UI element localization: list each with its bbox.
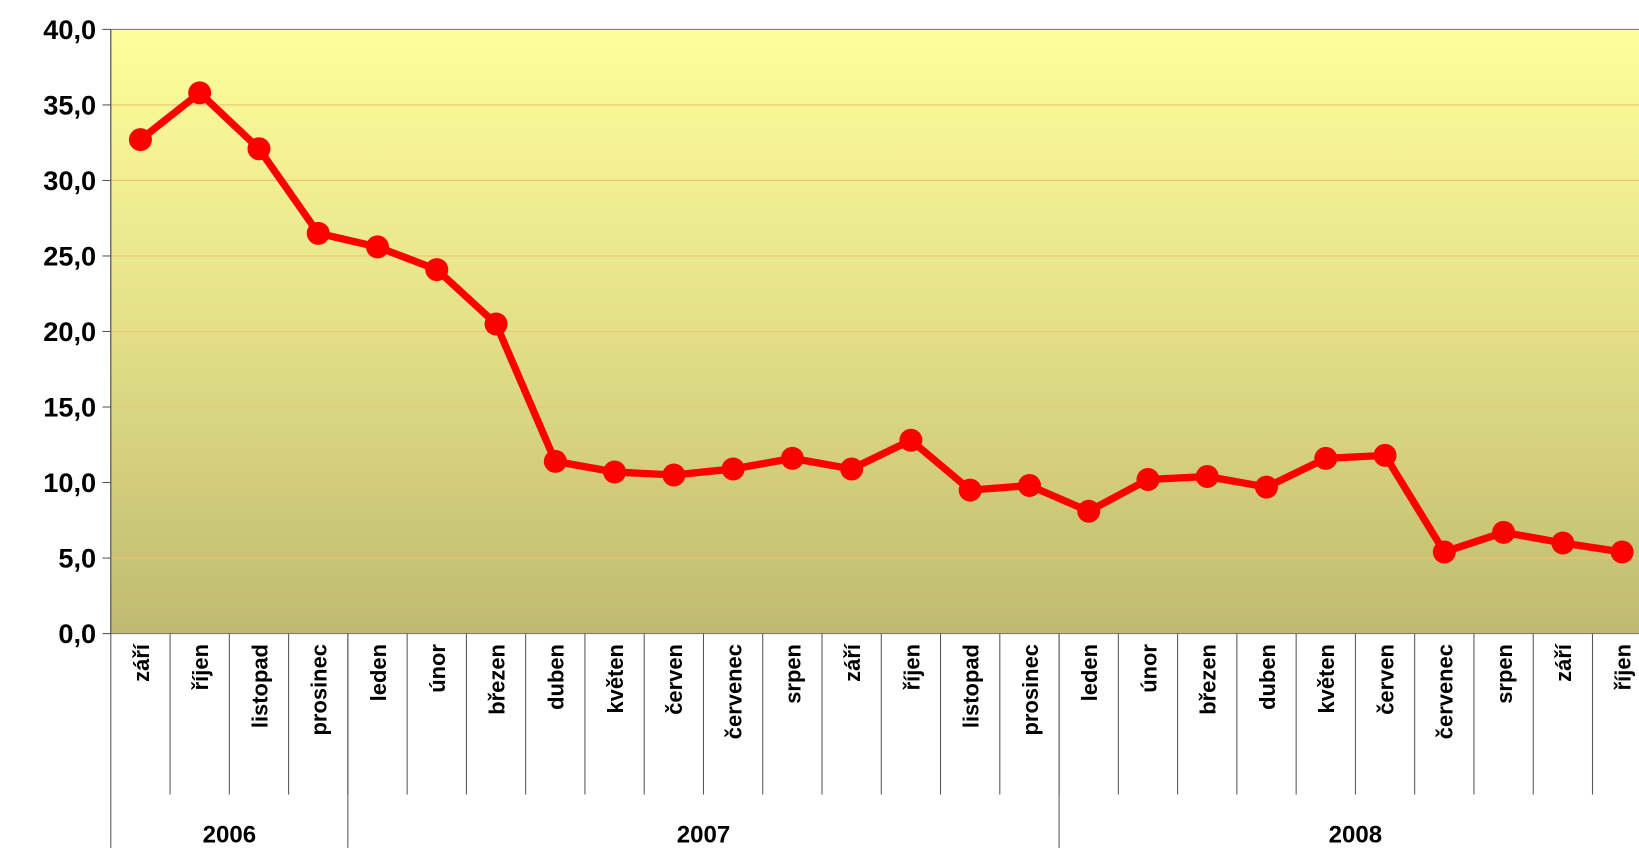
- marker: [188, 81, 212, 105]
- y-tick-label: 40,0: [43, 14, 96, 45]
- marker: [1373, 443, 1397, 467]
- x-tick-label: září: [1551, 643, 1576, 682]
- y-tick-label: 25,0: [43, 240, 96, 271]
- x-tick-label: srpen: [1492, 644, 1517, 704]
- x-tick-label: prosinec: [307, 644, 332, 735]
- marker: [1314, 446, 1338, 470]
- marker: [366, 235, 390, 259]
- x-tick-label: duben: [544, 644, 569, 710]
- marker: [1255, 475, 1279, 499]
- marker: [603, 460, 627, 484]
- group-label: 2006: [203, 822, 256, 848]
- x-tick-label: červenec: [1433, 644, 1458, 739]
- marker: [247, 137, 271, 161]
- marker: [1492, 520, 1516, 544]
- y-tick-label: 15,0: [43, 391, 96, 422]
- x-tick-label: červenec: [721, 644, 746, 739]
- y-tick-label: 5,0: [58, 542, 96, 573]
- marker: [128, 128, 152, 152]
- x-tick-label: září: [129, 643, 154, 682]
- x-tick-label: únor: [425, 644, 450, 693]
- marker: [780, 446, 804, 470]
- group-label: 2007: [677, 822, 730, 848]
- group-label: 2008: [1329, 822, 1382, 848]
- x-tick-label: říjen: [899, 644, 924, 690]
- x-tick-label: říjen: [188, 644, 213, 690]
- marker: [484, 312, 508, 336]
- marker: [543, 449, 567, 473]
- x-tick-label: březen: [484, 644, 509, 715]
- x-tick-label: listopad: [959, 644, 984, 728]
- marker: [1195, 464, 1219, 488]
- marker: [1432, 540, 1456, 564]
- marker: [306, 221, 330, 245]
- x-tick-label: únor: [1136, 644, 1161, 693]
- marker: [958, 478, 982, 502]
- marker: [840, 457, 864, 481]
- x-tick-label: leden: [366, 644, 391, 701]
- y-tick-label: 30,0: [43, 165, 96, 196]
- x-tick-label: leden: [1077, 644, 1102, 701]
- x-tick-label: září: [840, 643, 865, 682]
- marker: [1136, 468, 1160, 492]
- x-tick-label: prosinec: [1018, 644, 1043, 735]
- y-tick-label: 35,0: [43, 89, 96, 120]
- x-tick-label: červen: [662, 644, 687, 715]
- x-tick-label: srpen: [781, 644, 806, 704]
- x-tick-label: říjen: [1610, 644, 1635, 690]
- marker: [1017, 474, 1041, 498]
- x-tick-label: listopad: [247, 644, 272, 728]
- marker: [1610, 540, 1634, 564]
- y-tick-label: 10,0: [43, 467, 96, 498]
- x-tick-label: květen: [1314, 644, 1339, 714]
- marker: [899, 428, 923, 452]
- x-tick-label: červen: [1373, 644, 1398, 715]
- y-tick-label: 0,0: [58, 618, 96, 649]
- marker: [425, 258, 449, 282]
- marker: [662, 463, 686, 487]
- marker: [1077, 499, 1101, 523]
- x-tick-label: květen: [603, 644, 628, 714]
- marker: [1551, 531, 1575, 555]
- x-tick-label: duben: [1255, 644, 1280, 710]
- x-tick-label: březen: [1196, 644, 1221, 715]
- y-tick-label: 20,0: [43, 316, 96, 347]
- marker: [721, 457, 745, 481]
